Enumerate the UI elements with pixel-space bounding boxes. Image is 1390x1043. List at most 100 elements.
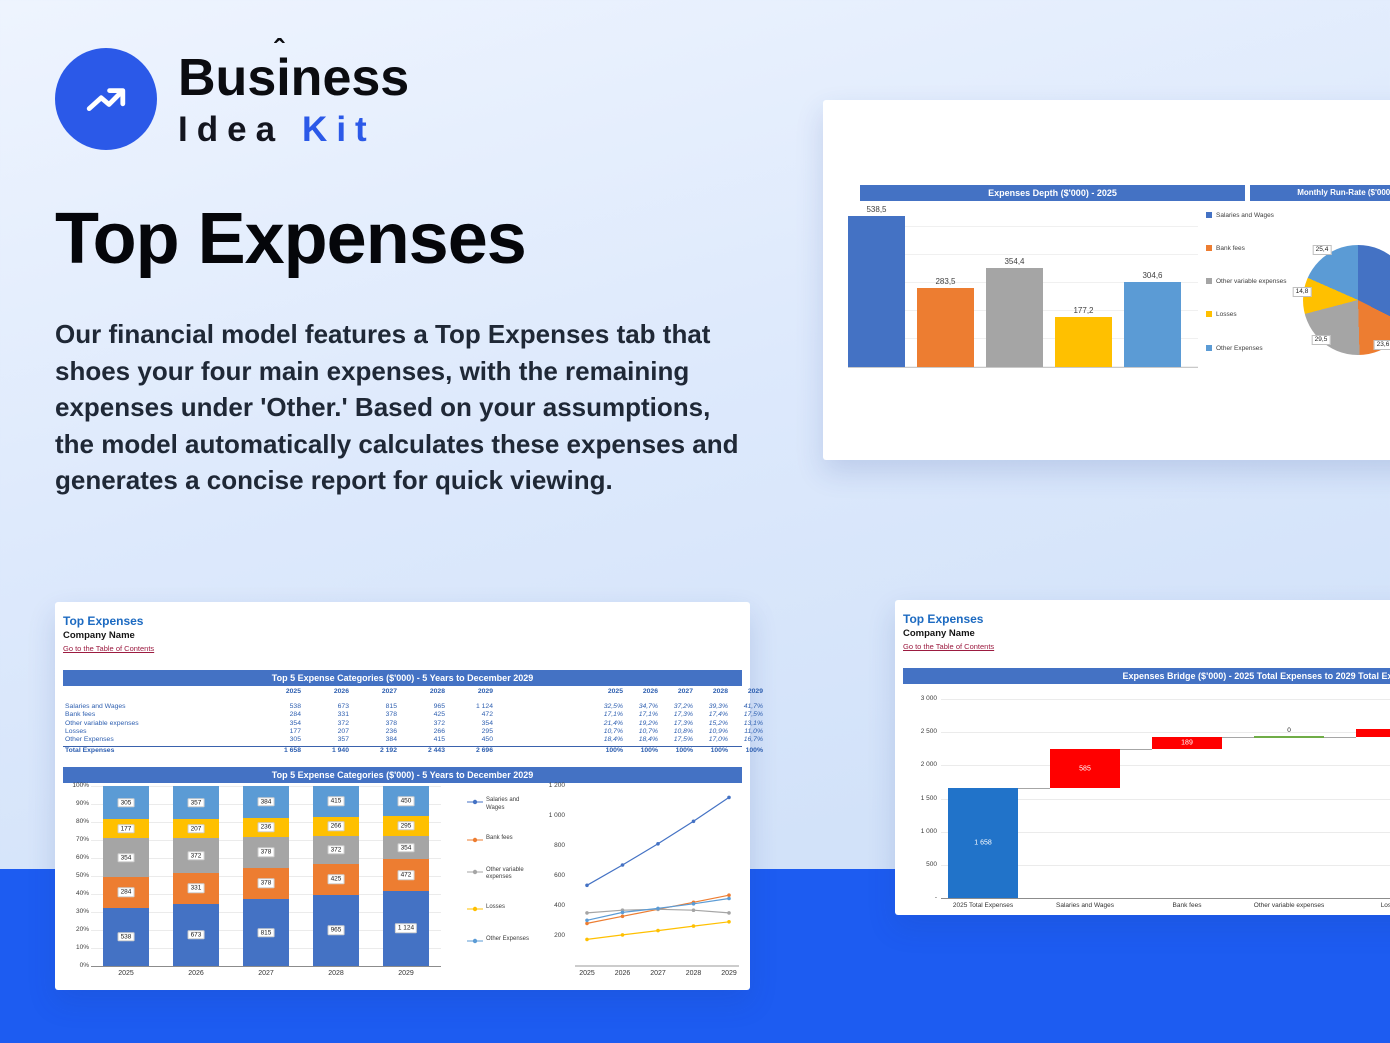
segment-other-variable-expenses: 378 (243, 836, 289, 868)
segment-bank-fees: 331 (173, 872, 219, 904)
legend-swatch (1206, 212, 1212, 218)
x-axis-label: 2025 Total Expenses (952, 902, 1014, 909)
legend-label: Salaries and Wages (1216, 212, 1274, 219)
percent-cell: 41,7% (743, 703, 763, 710)
segment-value-label: 295 (397, 821, 415, 831)
year-header: 2027 (381, 688, 397, 695)
segment-value-label: 378 (257, 878, 275, 889)
percent-cell: 10,9% (708, 727, 728, 735)
value-cell: 378 (385, 719, 397, 727)
total-value-cell: 2 192 (379, 747, 397, 754)
table-row-losses: Losses 177 207 236 266 295 10,7% 10,7% 10,8% 10,9… (63, 727, 763, 737)
bar-value-label: 1 658 (974, 839, 992, 847)
percent-cell: 34,7% (638, 703, 658, 710)
value-cell: 384 (385, 736, 397, 744)
gridline (941, 864, 1390, 866)
total-percent-cell: 100% (640, 747, 658, 754)
bar-value-label: 354,4 (1004, 256, 1025, 266)
segment-bank-fees: 284 (103, 876, 149, 908)
legend-item-salaries-and-wages: Salaries and Wages (467, 797, 539, 812)
x-axis-label: Losses (1380, 902, 1390, 909)
line-series-salaries-and-wages (586, 796, 730, 886)
total-value-cell: 2 443 (427, 747, 445, 754)
data-point (585, 918, 589, 923)
percent-cell: 17,1% (603, 711, 623, 719)
gridline (941, 699, 1390, 700)
page-title: Top Expenses (55, 199, 527, 279)
year-header: 2025 (607, 688, 623, 695)
data-point (620, 914, 625, 919)
gridline (941, 732, 1390, 734)
x-axis-label: 2029 (721, 970, 737, 977)
bar-value-label: 283,5 (935, 276, 956, 286)
chart-header-monthly-run-rate: Monthly Run-Rate ($'000) - 2025 (1250, 185, 1390, 201)
stacked-bar-2026: 673 331 372 207 357 (173, 786, 219, 966)
legend-label: Salaries and Wages (486, 797, 520, 811)
percent-cell: 15,2% (708, 719, 728, 727)
percent-cell: 19,2% (638, 719, 658, 727)
y-axis-tick-label: 500 (926, 860, 937, 868)
legend-swatch (1206, 245, 1212, 252)
x-axis-label: 2028 (328, 970, 344, 977)
value-cell: 450 (481, 736, 493, 744)
segment-salaries-and-wages: 538 (103, 907, 149, 966)
percent-cell: 11,0% (744, 727, 763, 735)
data-point (656, 906, 660, 911)
segment-value-label: 450 (397, 796, 415, 806)
percent-cell: 21,4% (603, 719, 623, 727)
percent-cell: 37,2% (673, 703, 693, 710)
brand-word-kit: Kit (302, 110, 376, 149)
year-header: 2029 (747, 688, 763, 695)
waterfall-connector (1222, 736, 1254, 738)
segment-value-label: 354 (117, 852, 135, 863)
bridge-bar-losses (1356, 728, 1390, 737)
data-point (727, 911, 731, 915)
legend-label: Other Expenses (486, 936, 530, 942)
legend-item-salaries-and-wages: Salaries and Wages (1206, 212, 1290, 219)
gridline (941, 898, 1390, 899)
segment-losses: 295 (383, 816, 429, 836)
page-description: Our financial model features a Top Expen… (55, 319, 739, 495)
legend-label: Bank fees (486, 834, 513, 841)
screenshot-expenses-depth-runrate: Expenses Depth ($'000) - 2025 Monthly Ru… (823, 100, 1390, 460)
percent-cell: 13,1% (743, 719, 763, 727)
data-point (620, 910, 625, 915)
segment-value-label: 384 (257, 797, 275, 807)
segment-bank-fees: 472 (383, 859, 429, 891)
y-axis-tick-label: 20% (75, 926, 89, 933)
chart-header-expenses-depth: Expenses Depth ($'000) - 2025 (860, 185, 1245, 201)
data-point (656, 928, 660, 933)
data-point (585, 921, 589, 926)
segment-value-label: 284 (117, 887, 135, 897)
y-axis-tick-label: 30% (75, 908, 89, 915)
segment-value-label: 331 (187, 883, 205, 894)
segment-salaries-and-wages: 673 (173, 903, 219, 966)
value-cell: 207 (337, 727, 349, 735)
y-axis-tick-label: - (934, 894, 937, 901)
bar-other-expenses: 304,6 (1124, 271, 1181, 367)
segment-value-label: 538 (117, 932, 135, 942)
value-cell: 538 (289, 703, 301, 710)
total-percent-cell: 100% (605, 747, 623, 754)
legend-swatch (1206, 278, 1212, 285)
year-header: 2026 (333, 688, 349, 695)
table-years-row: 2025 2025 2026 2026 2027 2027 2028 2028 2029 2029 (63, 688, 763, 697)
line-marker-icon (467, 869, 483, 874)
data-point (727, 896, 731, 901)
segment-other-expenses: 450 (383, 786, 429, 817)
percent-cell: 17,3% (673, 711, 693, 719)
year-header: 2029 (477, 688, 493, 695)
segment-value-label: 177 (117, 823, 135, 834)
brand-word-idea-kit: Idea Kit (178, 110, 409, 150)
segment-value-label: 236 (257, 822, 275, 832)
table-row-other-expenses: Other Expenses 305 357 384 415 450 18,4% 18,4% 1… (63, 736, 763, 745)
segment-other-expenses: 384 (243, 786, 289, 818)
bar-salaries-and-wages: 538,5 (848, 205, 905, 367)
total-value-cell: 2 696 (475, 747, 493, 754)
y-axis-tick-label: 1 200 (548, 782, 565, 789)
y-axis-tick-label: 0% (79, 962, 89, 969)
bar-losses: 177,2 (1055, 306, 1112, 367)
x-axis-label: 2029 (398, 970, 414, 977)
value-cell: 354 (481, 719, 493, 727)
legend-label: Losses (1216, 311, 1237, 319)
